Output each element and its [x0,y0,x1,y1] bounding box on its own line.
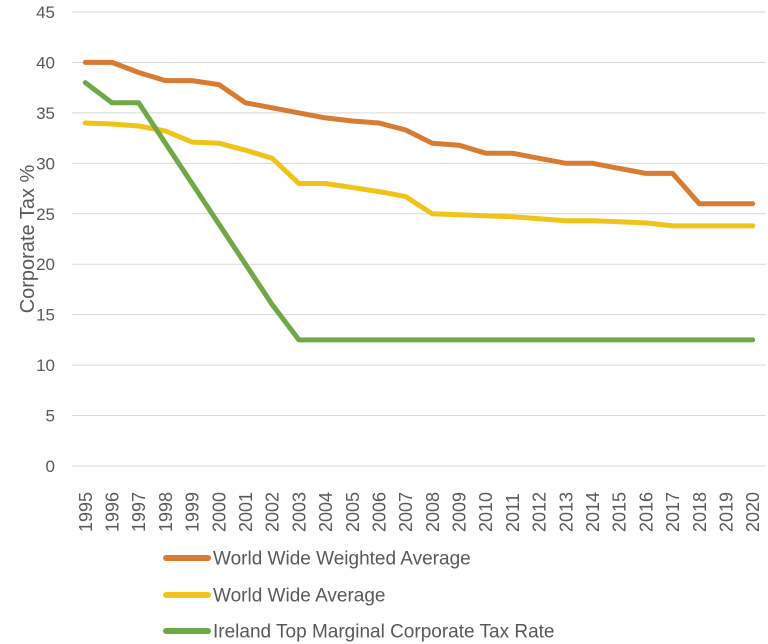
y-axis-tick-label: 25 [36,205,55,224]
legend: World Wide Weighted Average World Wide Av… [163,549,555,643]
x-axis-tick-label: 2002 [263,492,283,532]
x-axis-tick-label: 2016 [636,492,656,532]
legend-label-world-wide-average: World Wide Average [213,586,386,607]
legend-label-ireland-top-marginal-corporate-tax-rate: Ireland Top Marginal Corporate Tax Rate [213,622,555,643]
series-line-world-wide-weighted-average [82,59,756,207]
x-axis-labels-group: 1995 1996 1997 1998 1999 2000 2001 2002 2003 2004… [76,492,763,532]
x-axis-tick-label: 2020 [743,492,763,532]
x-axis-tick-label: 2007 [396,492,416,532]
x-axis-tick-label: 1996 [103,492,123,532]
legend-item-world-wide-weighted-average: World Wide Weighted Average [163,549,471,570]
x-axis-tick-label: 1998 [156,492,176,532]
x-axis-tick-label: 2010 [476,492,496,532]
gridlines-group [72,11,766,467]
x-axis-tick-label: 2012 [530,492,550,532]
x-axis-tick-label: 2013 [556,492,576,532]
y-axis-title: Corporate Tax % [17,164,39,313]
y-axis-labels-group: 45 40 35 30 25 20 15 10 5 0 [36,3,55,476]
x-axis-tick-label: 2014 [583,492,603,532]
legend-item-ireland-top-marginal-corporate-tax-rate: Ireland Top Marginal Corporate Tax Rate [163,622,555,643]
series-line-ireland-top-marginal-corporate-tax-rate [82,80,756,343]
y-axis-tick-label: 0 [46,457,55,476]
y-axis-tick-label: 20 [36,255,55,274]
y-axis-tick-label: 15 [36,306,55,325]
y-axis-tick-label: 10 [36,356,55,375]
x-axis-tick-label: 2017 [663,492,683,532]
x-axis-tick-label: 1995 [76,492,96,532]
y-axis-tick-label: 5 [46,407,55,426]
series-line-world-wide-average [82,120,756,229]
x-axis-tick-label: 1999 [183,492,203,532]
legend-item-world-wide-average: World Wide Average [163,586,386,607]
x-axis-tick-label: 2006 [369,492,389,532]
x-axis-tick-label: 2015 [610,492,630,532]
y-axis-tick-label: 30 [36,154,55,173]
x-axis-tick-label: 2011 [503,493,523,532]
x-axis-tick-label: 2009 [450,492,470,532]
legend-label-world-wide-weighted-average: World Wide Weighted Average [213,549,471,570]
x-axis-tick-label: 2000 [209,492,229,532]
x-axis-tick-label: 2019 [716,492,736,532]
y-axis-tick-label: 35 [36,104,55,123]
x-axis-tick-label: 2004 [316,492,336,532]
x-axis-tick-label: 2001 [236,492,256,532]
y-axis-tick-label: 45 [36,3,55,22]
y-axis-tick-label: 40 [36,53,55,72]
x-axis-tick-label: 2008 [423,492,443,532]
x-axis-tick-label: 2018 [690,492,710,532]
x-axis-tick-label: 1997 [129,492,149,532]
x-axis-tick-label: 2005 [343,492,363,532]
x-axis-tick-label: 2003 [289,492,309,532]
